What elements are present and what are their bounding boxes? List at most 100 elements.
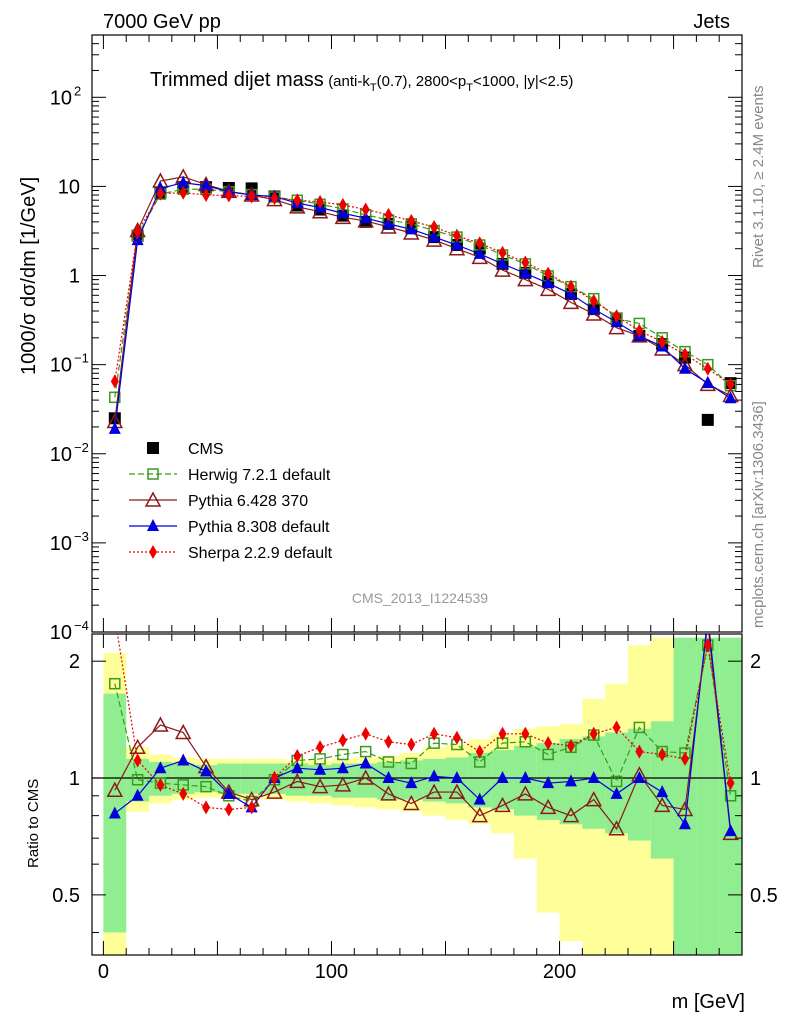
data-point: [384, 207, 393, 222]
band-inner-bin: [696, 637, 720, 955]
data-point: [494, 261, 511, 277]
data-point: [177, 175, 190, 188]
ratio-point: [653, 796, 671, 813]
ratio-series-group: [116, 634, 735, 817]
data-point: [156, 186, 165, 201]
data-point: [701, 376, 714, 389]
y-tick-label: 10: [50, 533, 72, 555]
ratio-point: [266, 783, 283, 799]
ratio-line: [114, 634, 732, 834]
series-line: [114, 188, 732, 398]
ratio-point: [450, 771, 463, 784]
data-point: [382, 216, 395, 229]
ratio-series-group: [106, 634, 739, 841]
data-point: [635, 323, 644, 338]
y-tick-label: 10: [58, 176, 80, 198]
legend-item: CMS: [147, 441, 224, 458]
rivet-label: Rivet 3.1.10, ≥ 2.4M events: [750, 86, 767, 269]
chart-title-main: Trimmed dijet mass: [150, 69, 324, 91]
data-point: [407, 213, 416, 228]
data-point: [519, 266, 532, 279]
ratio-point: [544, 736, 553, 751]
ratio-point: [154, 761, 167, 774]
title-subscript: T: [370, 82, 377, 94]
data-point: [562, 293, 580, 310]
ratio-point: [200, 780, 212, 793]
ratio-point: [542, 776, 555, 789]
ratio-point: [724, 824, 737, 837]
ratio-point: [585, 790, 603, 807]
ratio-y-axis-label: Ratio to CMS: [25, 779, 42, 868]
ratio-tick-label-right: 0.5: [750, 885, 778, 907]
ratio-point: [131, 773, 144, 786]
main-frame: [91, 34, 743, 633]
main-panel: [92, 34, 742, 633]
ratio-point: [222, 786, 235, 799]
data-point: [658, 334, 667, 349]
ratio-point: [562, 807, 580, 823]
ratio-point: [678, 817, 691, 830]
data-point: [109, 391, 121, 404]
header-right-label: Jets: [693, 11, 730, 33]
ratio-point: [359, 756, 372, 769]
watermark: CMS_2013_I1224539: [352, 590, 488, 606]
ratio-point: [471, 807, 488, 823]
data-point: [316, 194, 325, 209]
ratio-point: [108, 806, 121, 819]
data-point: [361, 202, 370, 217]
band-inner-bin: [605, 732, 628, 834]
data-point: [247, 189, 256, 204]
mcplots-label: mcplots.cern.ch [arXiv:1306.3436]: [750, 401, 767, 628]
ratio-point: [566, 738, 575, 753]
data-point: [428, 230, 441, 243]
data-point: [202, 188, 211, 203]
ratio-point: [494, 796, 511, 813]
ratio-point: [633, 771, 646, 784]
ratio-point: [224, 802, 233, 817]
title-subscript: T: [466, 82, 473, 94]
ratio-point: [405, 776, 418, 789]
ratio-tick-label-right: 1: [750, 768, 761, 790]
ratio-point: [311, 778, 329, 794]
y-tick-exponent: −1: [74, 351, 89, 366]
data-point: [678, 361, 691, 374]
title-detail-text: (0.7), 2800<p: [377, 73, 467, 90]
ratio-point: [587, 771, 600, 784]
series-pythia-group: [108, 175, 737, 434]
ratio-point: [177, 753, 190, 766]
y-tick-label: 1: [69, 266, 80, 288]
ratio-point: [475, 744, 484, 759]
ratio-line: [114, 634, 732, 832]
ratio-point: [106, 781, 124, 798]
ratio-point: [428, 769, 441, 782]
ratio-point: [473, 792, 486, 805]
legend-marker: [149, 545, 157, 559]
data-point: [224, 188, 233, 203]
legend-label: Sherpa 2.2.9 default: [188, 545, 333, 562]
band-inner-bin: [354, 763, 378, 798]
x-tick-label: 100: [315, 961, 348, 983]
ratio-tick-label-right: 2: [750, 651, 761, 673]
ratio-point: [521, 726, 530, 741]
ratio-point: [612, 720, 621, 735]
series-pythia-group: [106, 168, 739, 429]
ratio-point: [133, 753, 142, 768]
main-series-group: [106, 168, 739, 434]
title-detail-text: (anti-k: [328, 73, 370, 90]
ratio-point: [202, 800, 211, 815]
y-tick-exponent: −4: [74, 618, 89, 633]
ratio-point: [589, 726, 598, 741]
series-line: [114, 182, 731, 429]
y-tick-label: 10: [50, 355, 72, 377]
data-point: [726, 377, 735, 392]
ratio-point: [129, 738, 146, 755]
band-inner-bin: [719, 637, 742, 955]
data-point: [544, 266, 553, 281]
ratio-point: [405, 757, 418, 770]
ratio-point: [680, 751, 689, 766]
ratio-point: [293, 748, 302, 763]
data-point: [589, 293, 598, 308]
ratio-point: [200, 764, 213, 777]
ratio-point: [357, 769, 374, 785]
data-point: [724, 391, 737, 404]
